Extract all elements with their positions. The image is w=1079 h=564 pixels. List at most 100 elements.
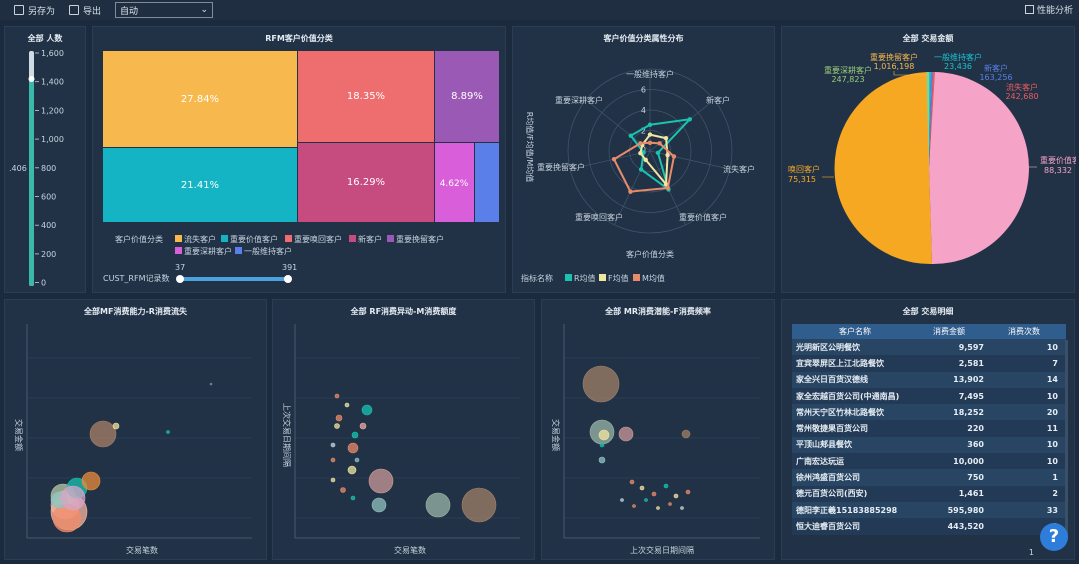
scatter-bubble[interactable] [354,457,360,463]
treemap-cell-lost[interactable] [103,51,297,147]
treemap-cell-recall[interactable] [298,51,434,142]
table-scrollbar[interactable] [1065,340,1068,540]
treemap-cell-general[interactable] [475,143,499,222]
scatter-bubble[interactable] [209,382,213,386]
scatter-bubble[interactable] [599,442,605,448]
table-row[interactable]: 德阳李正羲15183885298 595,980 33 [792,501,1066,519]
scatter-bubble[interactable] [330,477,336,483]
scatter-bubble[interactable] [656,506,660,510]
radar-point[interactable] [611,157,617,162]
scatter-bubble[interactable] [618,426,634,442]
legend-item[interactable]: 重要深耕客户 [184,246,232,256]
scatter-bubble[interactable] [330,457,336,463]
scatter-bubble[interactable] [629,479,635,485]
scatter-bubble[interactable] [598,429,610,441]
radar-point[interactable] [663,182,669,187]
scatter-bubble[interactable] [620,498,624,502]
radar-point[interactable] [655,150,661,156]
scatter-bubble[interactable] [347,442,359,454]
scatter-bubble[interactable] [582,365,620,403]
radar-point[interactable] [628,189,633,194]
header-amount[interactable]: 消费金额 [933,327,965,336]
scatter-bubble[interactable] [598,456,606,464]
scatter-bubble[interactable] [685,489,691,495]
scatter-bubble[interactable] [335,414,343,422]
pie-slice-deep[interactable] [926,72,929,168]
scatter-bubble[interactable] [368,468,394,494]
scatter-bubble[interactable] [663,483,669,489]
scatter-bubble[interactable] [344,402,350,408]
table-row[interactable]: 常州天宁区竹林北路餐饮 18,252 20 [792,404,1066,421]
scatter-bubble[interactable] [673,493,679,499]
legend-item[interactable]: 新客户 [358,234,382,244]
pie-slice-lost[interactable] [929,72,935,168]
pie-slice-recall[interactable] [834,72,932,265]
scatter-bubble[interactable] [334,423,340,429]
legend-item[interactable]: 流失客户 [184,234,216,244]
mode-select[interactable]: 自动 ⌄ [115,2,214,18]
table-row[interactable]: 常州敬捷果百货公司 220 11 [792,420,1066,437]
scatter-bubble[interactable] [359,422,367,430]
scatter-bubble[interactable] [632,504,636,508]
scatter-bubble[interactable] [330,442,336,448]
range-track[interactable] [179,277,289,281]
radar-series-line[interactable] [629,117,693,192]
scatter-bubble[interactable] [350,495,356,501]
scatter-bubble[interactable] [461,487,497,523]
scatter-bubble[interactable] [340,487,346,493]
table-row[interactable]: 家全兴日百货汉德线 13,902 14 [792,371,1066,388]
radar-point[interactable] [647,132,653,137]
treemap-cell-deep[interactable] [435,143,474,222]
table-row[interactable]: 广南宏达玩运 10,000 10 [792,453,1066,470]
scatter-bubble[interactable] [425,492,451,518]
table-row[interactable]: 家全宏越百货公司(中通南昌) 7,495 10 [792,387,1066,405]
scatter-bubble[interactable] [681,429,691,439]
legend-item[interactable]: 重要挽留客户 [396,234,444,244]
header-customer[interactable]: 客户名称 [839,327,871,336]
radar-point[interactable] [671,154,677,159]
scatter-bubble[interactable] [680,506,684,510]
scatter-bubble[interactable] [639,485,645,491]
table-row[interactable]: 光明新区公明餐饮 9,597 10 [792,339,1066,356]
radar-point[interactable] [638,150,643,156]
scatter-bubble[interactable] [361,404,373,416]
radar-point[interactable] [663,136,669,141]
table-row[interactable]: 徐州鸿盛百货公司 750 1 [792,469,1066,486]
radar-point[interactable] [643,157,648,163]
radar-legend-item[interactable]: R均值 [574,273,596,283]
treemap-cell-retain[interactable] [435,51,499,142]
range-handle-min[interactable] [176,275,184,283]
radar-point[interactable] [628,133,633,138]
scatter-bubble[interactable] [347,465,357,475]
pie-slice-value[interactable] [929,72,1029,265]
treemap-cell-value[interactable] [103,148,297,222]
export-button[interactable]: 导出 [69,4,101,17]
radar-legend-item[interactable]: F均值 [608,273,629,283]
scatter-bubble[interactable] [60,485,86,511]
scatter-bubble[interactable] [644,498,648,502]
scatter-bubble[interactable] [371,497,387,513]
radar-point[interactable] [647,122,653,127]
radar-point[interactable] [638,167,644,172]
help-button[interactable]: ? [1040,523,1068,551]
radar-point[interactable] [687,117,692,122]
treemap-cell-new[interactable] [298,143,434,222]
radar-legend-item[interactable]: M均值 [642,273,665,283]
legend-item[interactable]: 一般维持客户 [244,246,292,256]
legend-item[interactable]: 重要唤回客户 [294,234,342,244]
radar-point[interactable] [665,152,670,158]
header-count[interactable]: 消费次数 [1008,327,1040,336]
scatter-bubble[interactable] [89,420,117,448]
page-indicator[interactable]: 1 [1028,548,1034,557]
scatter-bubble[interactable] [351,431,359,439]
table-row[interactable]: 德元百货公司(西安) 1,461 2 [792,485,1066,502]
scatter-bubble[interactable] [668,502,672,506]
scatter-bubble[interactable] [651,491,657,497]
save-as-button[interactable]: 另存为 [14,4,55,17]
scatter-bubble[interactable] [334,393,340,399]
perf-analysis-button[interactable]: 性能分析 [1024,3,1073,16]
radar-point[interactable] [657,141,662,146]
table-row[interactable]: 宜宾翠屏区上江北路餐饮 2,581 7 [792,355,1066,372]
scatter-bubble[interactable] [166,430,170,434]
